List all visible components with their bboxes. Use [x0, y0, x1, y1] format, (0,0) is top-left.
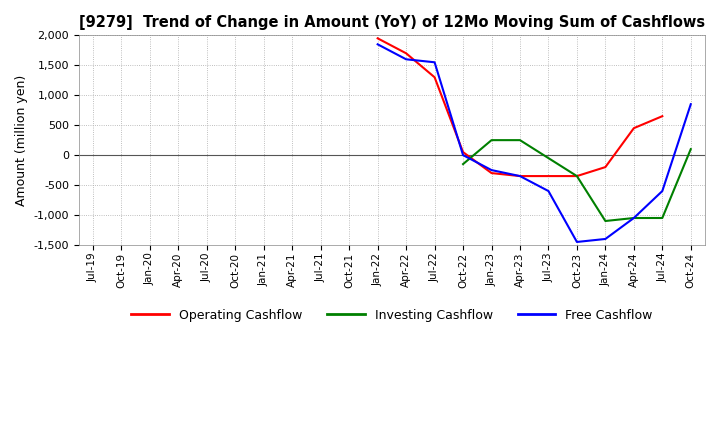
- Y-axis label: Amount (million yen): Amount (million yen): [15, 74, 28, 206]
- Legend: Operating Cashflow, Investing Cashflow, Free Cashflow: Operating Cashflow, Investing Cashflow, …: [126, 304, 657, 327]
- Title: [9279]  Trend of Change in Amount (YoY) of 12Mo Moving Sum of Cashflows: [9279] Trend of Change in Amount (YoY) o…: [78, 15, 705, 30]
